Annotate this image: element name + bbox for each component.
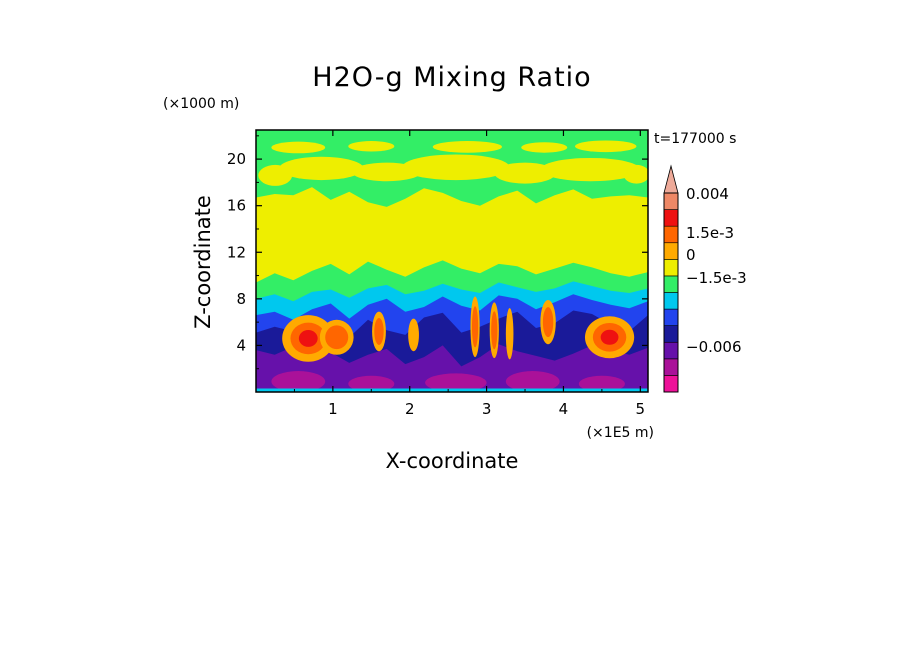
y-axis-title: Z-coordinate [191,195,215,329]
colorbar-swatch-8 [663,242,679,260]
x-tick-label-3: 4 [559,400,569,418]
colorbar-label-1: 1.5e-3 [686,224,734,242]
anomaly-blob-8-ring-2 [600,329,619,345]
y-tick-label-4: 20 [227,150,246,168]
colorbar-label-4: −0.006 [686,338,742,356]
surface-magenta-3 [505,371,560,392]
colorbar: 0.004 1.5e-3 0 −1.5e-3 −0.006 [663,164,747,393]
surface-magenta-0 [271,371,326,392]
colorbar-swatch-3 [663,325,679,343]
colorbar-swatch-2 [663,341,679,360]
yellow-patch-3 [402,154,510,181]
anomaly-blob-6-ring-0 [505,308,514,360]
x-tick-label-4: 5 [636,400,646,418]
colorbar-label-2: 0 [686,246,696,264]
colorbar-swatch-9 [663,225,679,244]
surface-magenta-4 [578,375,625,392]
anomaly-blob-7-ring-1 [542,307,554,338]
y-tick-label-3: 16 [227,197,246,215]
upper-yellow-patches [258,140,648,186]
colorbar-swatch-0 [663,375,679,393]
surface-magenta-2 [425,373,487,392]
y-tick-label-2: 12 [227,243,246,261]
x-tick-label-2: 3 [482,400,492,418]
colorbar-label-0: 0.004 [686,185,729,203]
y-tick-label-0: 4 [236,336,246,354]
positive-anomaly-blobs [282,296,635,362]
x-axis-title: X-coordinate [386,449,519,473]
x-tick-label-1: 2 [405,400,415,418]
colorbar-swatch-5 [663,292,679,310]
colorbar-swatch-1 [663,358,679,376]
surface-cyan-strip [256,388,648,392]
yellow-patch-4 [494,162,556,184]
anomaly-blob-3-ring-0 [408,318,419,352]
surface-layer [256,371,648,392]
plot-frame [255,129,649,393]
colorbar-swatch-7 [663,259,679,277]
chart-title: H2O-g Mixing Ratio [312,62,591,93]
contour-field [256,130,648,392]
yellow-patch-1 [279,156,364,181]
colorbar-swatch-10 [663,209,679,227]
anomaly-blob-5-ring-1 [491,311,498,350]
colorbar-swatch-6 [663,275,679,293]
colorbar-frame [663,192,679,393]
colorbar-label-3: −1.5e-3 [686,269,747,287]
yellow-patch-11 [574,140,637,153]
x-tick-label-0: 1 [328,400,338,418]
yellow-patch-5 [540,157,641,182]
yellow-patch-10 [521,142,568,153]
y-tick-label-1: 8 [236,290,246,308]
colorbar-swatch-11 [663,192,679,210]
x-units-label: (×1E5 m) [587,425,654,441]
surface-magenta-1 [348,375,395,392]
contour-bands [256,187,648,392]
yellow-patch-8 [348,141,395,152]
yellow-patch-9 [432,141,502,153]
yellow-patch-7 [271,141,326,154]
anomaly-blob-0-ring-2 [298,330,318,347]
anomaly-blob-2-ring-1 [374,317,384,345]
y-units-label: (×1000 m) [163,96,239,112]
anomaly-blob-4-ring-1 [471,306,479,348]
colorbar-swatch-4 [663,308,679,326]
yellow-patch-6 [623,164,648,184]
anomaly-blob-1-ring-1 [325,325,349,350]
time-label: t=177000 s [654,131,736,147]
colorbar-max-arrow [663,164,679,194]
